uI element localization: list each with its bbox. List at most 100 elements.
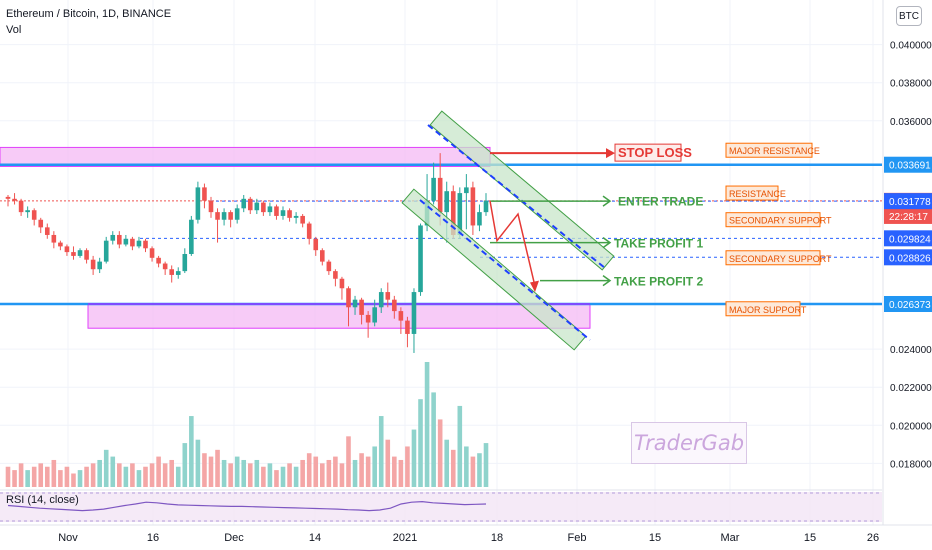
volume-bar: [346, 436, 351, 487]
candle-body: [464, 187, 469, 194]
volume-bar: [247, 463, 253, 487]
volume-bar: [359, 453, 364, 487]
volume-bar: [280, 466, 286, 487]
volume-bar: [84, 466, 89, 487]
candle-body: [274, 206, 279, 216]
candle-body: [12, 198, 17, 201]
volume-bar: [123, 466, 129, 487]
channel-line: [419, 199, 591, 341]
volume-bar: [392, 456, 397, 487]
candle-body: [182, 254, 188, 272]
x-tick-label: 2021: [393, 532, 417, 544]
y-tick-label: 0.036000: [890, 117, 932, 128]
price-tag-label: 0.028826: [889, 253, 931, 264]
volume-bar: [274, 470, 279, 487]
volume-bar: [261, 466, 266, 487]
candle-body: [437, 177, 443, 213]
rsi-label: RSI (14, close): [6, 494, 79, 506]
level-label: SECONDARY SUPPORT: [729, 254, 832, 264]
candle-body: [215, 212, 220, 220]
volume-bar: [143, 466, 148, 487]
candle-body: [333, 271, 338, 279]
volume-bar: [405, 446, 410, 487]
candle-body: [313, 238, 319, 251]
y-tick-label: 0.018000: [890, 459, 932, 470]
volume-label: Vol: [6, 24, 22, 36]
candle-body: [359, 299, 364, 315]
y-tick-label: 0.022000: [890, 383, 932, 394]
volume-bar: [18, 463, 24, 487]
candle-body: [5, 196, 11, 199]
volume-bar: [110, 456, 116, 487]
candle-body: [287, 210, 292, 218]
volume-bar: [313, 456, 319, 487]
volume-bar: [169, 459, 174, 487]
candle-body: [123, 238, 129, 245]
level-tag: [725, 142, 813, 158]
volume-bar: [25, 470, 30, 487]
volume-bar: [58, 470, 63, 487]
level-label: MAJOR SUPPORT: [729, 305, 807, 315]
candle-body: [149, 248, 155, 258]
candle-body: [97, 261, 102, 270]
channel-band: [429, 110, 615, 271]
x-tick-label: 15: [649, 532, 661, 544]
volume-bar: [221, 459, 227, 487]
x-tick-label: Nov: [58, 532, 78, 544]
volume-bar: [103, 449, 109, 487]
y-tick-label: 0.038000: [890, 79, 932, 90]
volume-bar: [444, 439, 450, 487]
volume-bar: [378, 416, 384, 487]
price-tag-label: 22:28:17: [889, 212, 928, 223]
candle-body: [143, 240, 148, 249]
candle-body: [18, 200, 24, 213]
candle-body: [31, 210, 37, 220]
volume-bars: [5, 362, 489, 487]
volume-bar: [457, 405, 463, 487]
volume-bar: [234, 456, 240, 487]
candle-body: [64, 246, 70, 253]
rsi-pane: RSI (14, close): [0, 489, 882, 522]
volume-bar: [431, 392, 436, 487]
candle-body: [392, 299, 397, 312]
volume-bar: [300, 459, 305, 487]
symbol-title: Ethereum / Bitcoin, 1D, BINANCE: [6, 8, 172, 20]
volume-bar: [470, 456, 476, 487]
y-tick-label: 0.024000: [890, 345, 932, 356]
annotation-label: TAKE PROFIT 1: [614, 237, 703, 251]
candle-body: [378, 292, 384, 308]
level-tag: [725, 250, 821, 266]
price-tag-label: 0.029824: [889, 234, 931, 245]
volume-bar: [5, 466, 11, 487]
candle-body: [483, 200, 489, 213]
candle-body: [110, 234, 116, 241]
candle-body: [156, 257, 161, 264]
rsi-band: [0, 492, 882, 522]
volume-bar: [339, 463, 345, 487]
candle-body: [261, 202, 266, 213]
currency-badge[interactable]: BTC: [896, 6, 922, 26]
candle-body: [228, 212, 233, 220]
level-tag: [725, 301, 801, 317]
price-tag: [884, 193, 932, 210]
candle-body: [117, 234, 122, 245]
volume-bar: [77, 470, 83, 487]
candle-body: [84, 250, 89, 260]
y-tick-label: 0.040000: [890, 41, 932, 52]
stop-loss-arrowhead: [606, 148, 615, 159]
zone-rect: [87, 302, 591, 329]
volume-bar: [90, 463, 96, 487]
candle-body: [71, 252, 76, 256]
volume-bar: [117, 463, 122, 487]
candle-body: [90, 259, 96, 270]
volume-bar: [437, 419, 443, 487]
volume-bar: [287, 463, 292, 487]
volume-bar: [175, 466, 181, 487]
candle-body: [352, 299, 358, 308]
volume-bar: [254, 459, 260, 487]
price-tag-label: 0.026373: [889, 300, 931, 311]
volume-bar: [189, 416, 194, 487]
candle-body: [38, 219, 44, 228]
candle-body: [450, 191, 456, 235]
